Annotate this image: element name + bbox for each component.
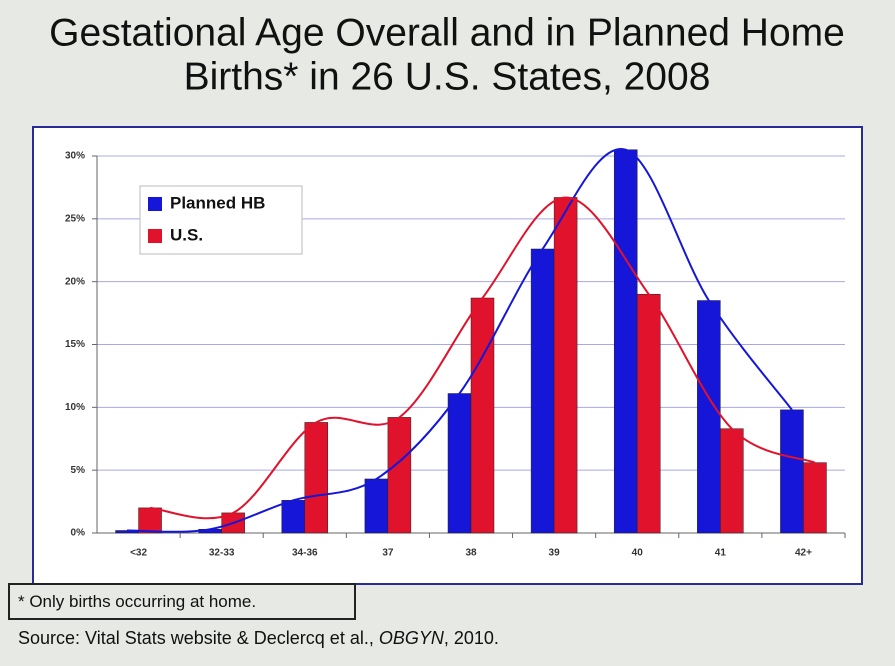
legend-label: Planned HB [170, 193, 265, 212]
bar [780, 409, 804, 534]
source-text: Source: Vital Stats website & Declercq e… [18, 628, 379, 648]
x-tick-label: 40 [632, 548, 644, 559]
x-tick-label: 39 [549, 548, 561, 559]
trend-line [127, 148, 793, 533]
y-tick-label: 20% [65, 276, 85, 287]
legend-swatch [148, 197, 162, 211]
source-text: , 2010. [443, 628, 499, 648]
y-tick-label: 30% [65, 151, 85, 162]
trend-line [149, 196, 816, 520]
bar [138, 507, 162, 534]
bar [530, 248, 555, 534]
x-tick-label: 37 [382, 548, 394, 559]
y-tick-label: 15% [65, 339, 85, 350]
source-journal: OBGYN [378, 628, 444, 648]
chart: Gestational Age Overall and in Planned H… [32, 11, 863, 585]
y-tick-label: 10% [65, 402, 85, 413]
bar [613, 149, 638, 534]
bar [803, 462, 827, 534]
legend-box [139, 185, 303, 255]
legend-swatch [148, 229, 162, 243]
bar [447, 393, 472, 534]
y-tick-label: 25% [65, 213, 85, 224]
chart-title: Births* in 26 U.S. States, 2008 [184, 55, 711, 98]
legend-label: U.S. [170, 225, 203, 244]
x-tick-label: <32 [130, 548, 147, 559]
x-tick-label: 34-36 [292, 548, 318, 559]
x-tick-label: 32-33 [209, 548, 235, 559]
bar [304, 422, 329, 534]
y-tick-label: 0% [71, 528, 86, 539]
bar [281, 500, 306, 534]
x-tick-label: 38 [465, 548, 477, 559]
chart-title: Gestational Age Overall and in Planned H… [49, 11, 845, 54]
source: Source: Vital Stats website & Declercq e… [18, 628, 499, 649]
footnote: * Only births occurring at home. [8, 583, 356, 620]
bar [364, 478, 389, 534]
x-tick-label: 42+ [795, 548, 812, 559]
bar [470, 297, 495, 534]
bar [636, 293, 661, 534]
bar [720, 428, 744, 534]
bar [387, 417, 412, 534]
bar [553, 197, 578, 534]
x-tick-label: 41 [715, 548, 727, 559]
y-tick-label: 5% [71, 465, 86, 476]
bar [697, 300, 721, 534]
